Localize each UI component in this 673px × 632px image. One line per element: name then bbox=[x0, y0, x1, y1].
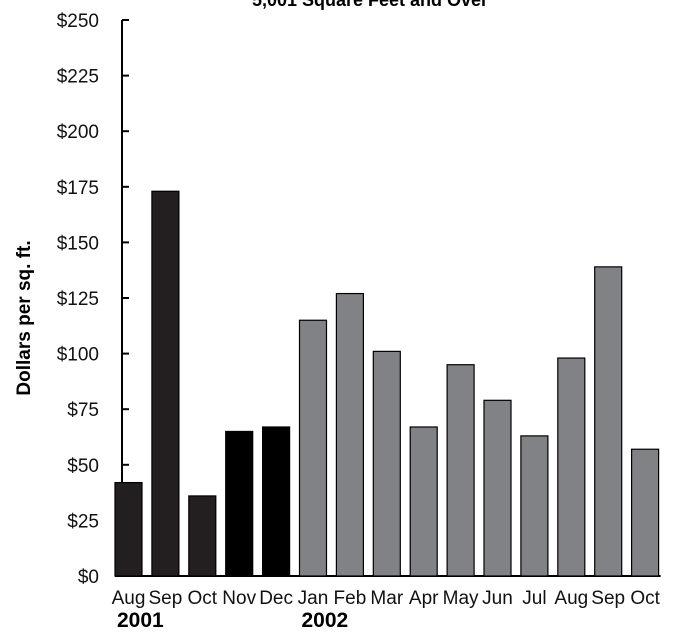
x-tick-label: May bbox=[443, 588, 479, 609]
x-axis-labels: Aug Sep Oct Nov Dec Jan Feb Mar Apr May Jun Jul Aug S… bbox=[112, 588, 661, 609]
x-tick-label: Oct bbox=[630, 588, 660, 609]
x-tick-label: Jun bbox=[482, 588, 513, 609]
bar bbox=[630, 448, 660, 577]
bar bbox=[262, 426, 291, 577]
bar bbox=[225, 430, 254, 577]
bar bbox=[446, 364, 475, 577]
x-tick-label: Aug bbox=[554, 588, 588, 609]
x-tick-label: Nov bbox=[222, 588, 256, 609]
x-tick-label: Aug bbox=[112, 588, 146, 609]
x-tick-label: Sep bbox=[591, 588, 625, 609]
y-tick-label: $250 bbox=[57, 11, 99, 32]
y-tick-label: $125 bbox=[57, 289, 99, 310]
y-tick-label: $100 bbox=[57, 345, 99, 366]
y-tick-label: $75 bbox=[67, 400, 99, 421]
x-tick-label: Oct bbox=[188, 588, 218, 609]
year-label: 2002 bbox=[302, 609, 349, 632]
y-tick-label: $225 bbox=[57, 67, 99, 88]
bar bbox=[409, 426, 438, 577]
bar bbox=[188, 495, 217, 577]
y-tick-label: $25 bbox=[67, 511, 99, 532]
year-label: 2001 bbox=[117, 609, 164, 632]
bar bbox=[483, 399, 512, 577]
y-tick-label: $50 bbox=[67, 456, 99, 477]
x-tick-label: Feb bbox=[334, 588, 367, 609]
x-tick-label: Sep bbox=[148, 588, 182, 609]
x-tick-label: Dec bbox=[259, 588, 293, 609]
bar bbox=[335, 292, 364, 577]
bars bbox=[114, 190, 660, 577]
bar bbox=[372, 350, 401, 577]
y-tick-label: $200 bbox=[57, 122, 99, 143]
bar bbox=[557, 357, 586, 577]
y-tick-label: $175 bbox=[57, 178, 99, 199]
y-axis-label: Dollars per sq. ft. bbox=[14, 240, 35, 395]
y-tick-label: $150 bbox=[57, 233, 99, 254]
year-labels: 2001 2002 bbox=[117, 609, 348, 632]
bar bbox=[520, 435, 549, 577]
y-tick-label: $0 bbox=[78, 567, 99, 588]
x-tick-label: Apr bbox=[409, 588, 439, 609]
bar bbox=[151, 190, 180, 577]
bar bbox=[114, 481, 143, 577]
x-tick-label: Jan bbox=[298, 588, 329, 609]
bar bbox=[594, 266, 623, 577]
chart-title: 5,001 Square Feet and Over bbox=[252, 0, 488, 10]
x-tick-label: Mar bbox=[370, 588, 403, 609]
x-tick-label: Jul bbox=[522, 588, 546, 609]
bar bbox=[298, 319, 328, 577]
